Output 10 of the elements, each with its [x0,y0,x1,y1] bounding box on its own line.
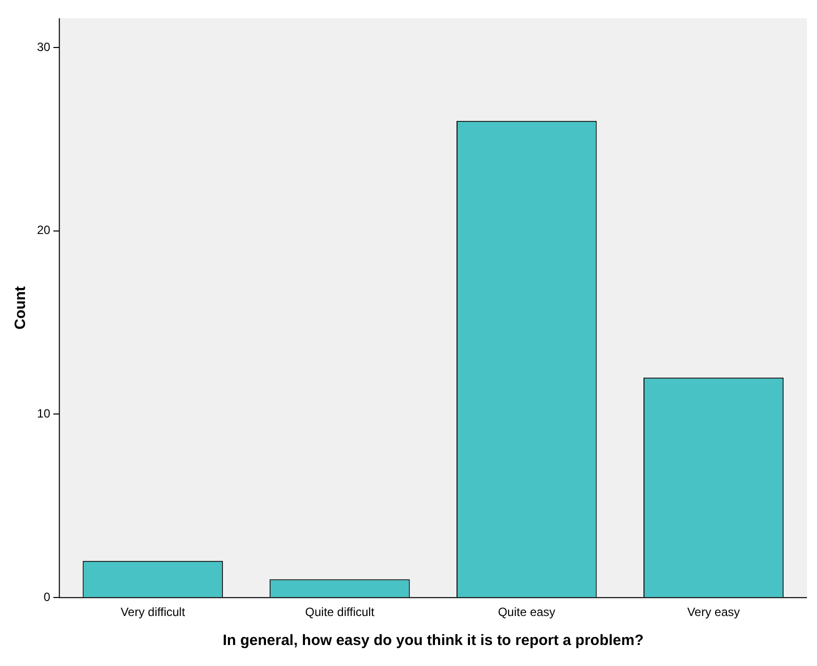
y-tick-label: 0 [44,590,51,604]
x-tick-label: Very difficult [120,605,186,620]
y-tick-label: 10 [36,406,51,421]
y-tick-label: 30 [36,40,51,54]
y-axis-title: Count [12,286,30,330]
x-tick-label: Quite easy [498,605,556,620]
x-tick-label: Very easy [687,605,740,620]
x-tick-label: Quite difficult [305,605,375,620]
y-tick-label: 20 [36,223,51,238]
x-axis-title: In general, how easy do you think it is to report a problem? [222,632,644,650]
